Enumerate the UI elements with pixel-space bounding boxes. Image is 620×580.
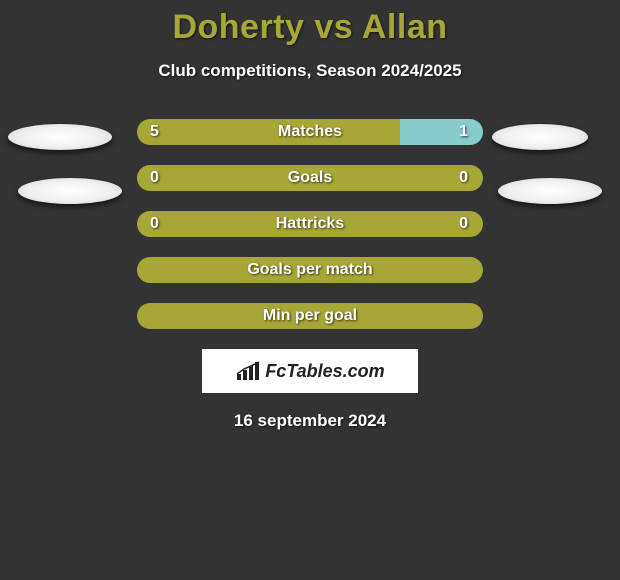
page-title: Doherty vs Allan: [0, 0, 620, 47]
stat-bar-track: [137, 211, 483, 237]
stat-bar-track: [137, 119, 483, 145]
stat-bar-left: [137, 211, 483, 237]
stat-bar-left: [137, 257, 483, 283]
stat-bar-right: [400, 119, 483, 145]
player-shadow-ellipse: [8, 124, 112, 150]
player-shadow-ellipse: [498, 178, 602, 204]
stat-bar-left: [137, 165, 483, 191]
player-shadow-ellipse: [492, 124, 588, 150]
stat-row: Min per goal: [0, 303, 620, 329]
footer-date: 16 september 2024: [0, 411, 620, 431]
stat-bar-left: [137, 119, 400, 145]
stat-bar-left: [137, 303, 483, 329]
comparison-chart: Matches51Goals00Hattricks00Goals per mat…: [0, 119, 620, 329]
stat-row: Goals per match: [0, 257, 620, 283]
player-shadow-ellipse: [18, 178, 122, 204]
logo-text: FcTables.com: [265, 361, 384, 382]
page-subtitle: Club competitions, Season 2024/2025: [0, 61, 620, 81]
stat-bar-track: [137, 257, 483, 283]
stat-row: Hattricks00: [0, 211, 620, 237]
stat-bar-track: [137, 303, 483, 329]
bar-chart-icon: [235, 360, 261, 382]
logo-banner: FcTables.com: [202, 349, 418, 393]
stat-bar-track: [137, 165, 483, 191]
